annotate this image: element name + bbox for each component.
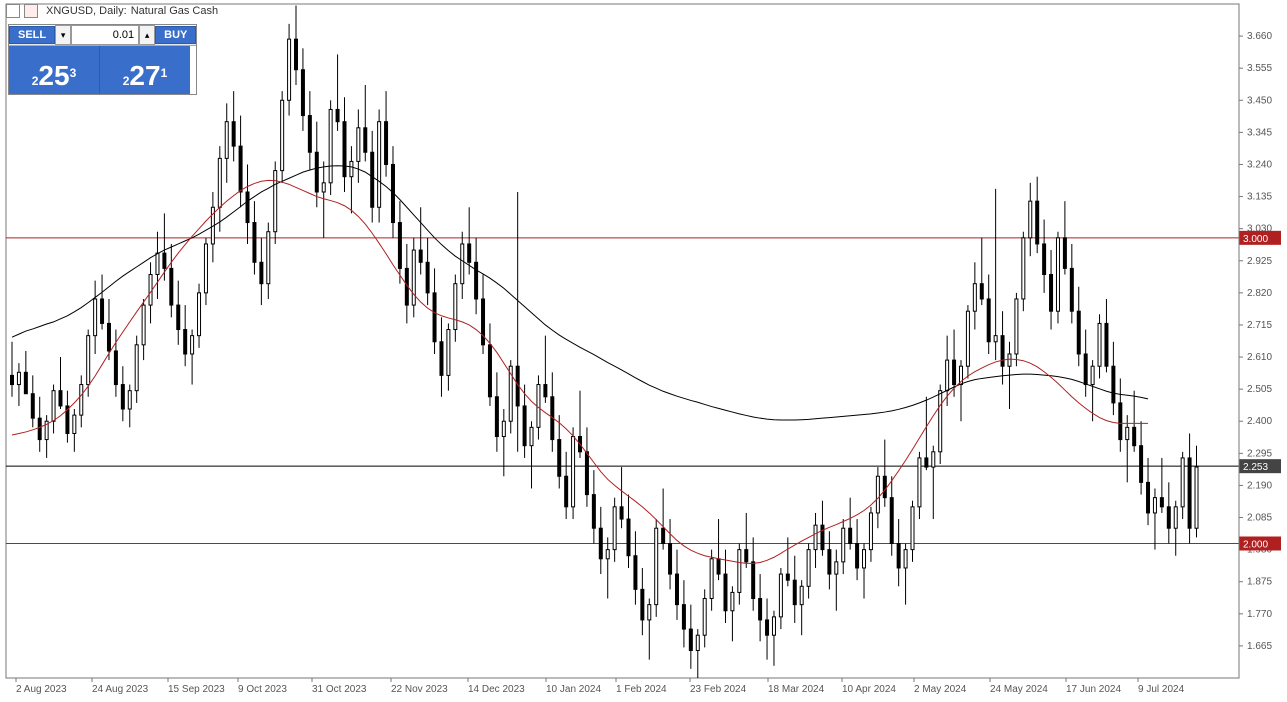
svg-text:9 Oct 2023: 9 Oct 2023	[238, 684, 287, 695]
volume-input[interactable]	[71, 25, 139, 45]
volume-up-button[interactable]: ▴	[139, 25, 155, 45]
order-panel: SELL ▾ ▴ BUY 2 25 3 2 27 1	[8, 24, 197, 95]
sell-price-big: 25	[38, 62, 69, 90]
chart-title-bar: XNGUSD, Daily: Natural Gas Cash	[6, 4, 218, 18]
svg-text:3.240: 3.240	[1247, 159, 1272, 170]
svg-text:9 Jul 2024: 9 Jul 2024	[1138, 684, 1185, 695]
svg-text:2.000: 2.000	[1243, 540, 1268, 551]
sell-price-handle: 2	[32, 74, 39, 88]
svg-text:3.135: 3.135	[1247, 192, 1272, 203]
svg-text:2.715: 2.715	[1247, 320, 1272, 331]
svg-text:3.000: 3.000	[1243, 234, 1268, 245]
sell-button[interactable]: SELL	[9, 26, 55, 44]
buy-button[interactable]: BUY	[155, 26, 196, 44]
chart-description: Natural Gas Cash	[131, 5, 218, 17]
svg-text:3.660: 3.660	[1247, 31, 1272, 42]
svg-text:15 Sep 2023: 15 Sep 2023	[168, 684, 225, 695]
svg-text:24 Aug 2023: 24 Aug 2023	[92, 684, 149, 695]
chart-symbol: XNGUSD, Daily:	[46, 5, 127, 17]
svg-text:10 Apr 2024: 10 Apr 2024	[842, 684, 896, 695]
svg-text:2 Aug 2023: 2 Aug 2023	[16, 684, 67, 695]
svg-text:2.505: 2.505	[1247, 384, 1272, 395]
svg-text:2.190: 2.190	[1247, 480, 1272, 491]
svg-text:10 Jan 2024: 10 Jan 2024	[546, 684, 601, 695]
svg-text:17 Jun 2024: 17 Jun 2024	[1066, 684, 1121, 695]
buy-price-handle: 2	[123, 74, 130, 88]
price-chart[interactable]: 1.6651.7701.8751.9802.0852.1902.2952.400…	[0, 0, 1287, 702]
buy-price-pip: 1	[161, 66, 168, 80]
svg-text:14 Dec 2023: 14 Dec 2023	[468, 684, 525, 695]
toolbar-icon-1[interactable]	[6, 4, 20, 18]
svg-text:3.345: 3.345	[1247, 127, 1272, 138]
svg-text:3.555: 3.555	[1247, 63, 1272, 74]
svg-text:2.820: 2.820	[1247, 288, 1272, 299]
svg-text:1.665: 1.665	[1247, 641, 1272, 652]
sell-price-display[interactable]: 2 25 3	[9, 46, 100, 94]
svg-text:3.450: 3.450	[1247, 95, 1272, 106]
toolbar-icon-2[interactable]	[24, 4, 38, 18]
sell-price-pip: 3	[70, 66, 77, 80]
svg-text:1.875: 1.875	[1247, 577, 1272, 588]
svg-text:24 May 2024: 24 May 2024	[990, 684, 1048, 695]
svg-text:2 May 2024: 2 May 2024	[914, 684, 967, 695]
svg-text:1.770: 1.770	[1247, 609, 1272, 620]
svg-text:2.610: 2.610	[1247, 352, 1272, 363]
svg-text:23 Feb 2024: 23 Feb 2024	[690, 684, 747, 695]
svg-text:2.400: 2.400	[1247, 416, 1272, 427]
svg-text:2.253: 2.253	[1243, 462, 1268, 473]
svg-text:1 Feb 2024: 1 Feb 2024	[616, 684, 667, 695]
buy-price-big: 27	[129, 62, 160, 90]
svg-text:22 Nov 2023: 22 Nov 2023	[391, 684, 448, 695]
svg-text:2.085: 2.085	[1247, 513, 1272, 524]
svg-text:31 Oct 2023: 31 Oct 2023	[312, 684, 367, 695]
volume-down-button[interactable]: ▾	[55, 25, 71, 45]
svg-text:2.295: 2.295	[1247, 448, 1272, 459]
chart-container: 1.6651.7701.8751.9802.0852.1902.2952.400…	[0, 0, 1287, 702]
svg-text:2.925: 2.925	[1247, 256, 1272, 267]
buy-price-display[interactable]: 2 27 1	[100, 46, 190, 94]
svg-text:18 Mar 2024: 18 Mar 2024	[768, 684, 825, 695]
